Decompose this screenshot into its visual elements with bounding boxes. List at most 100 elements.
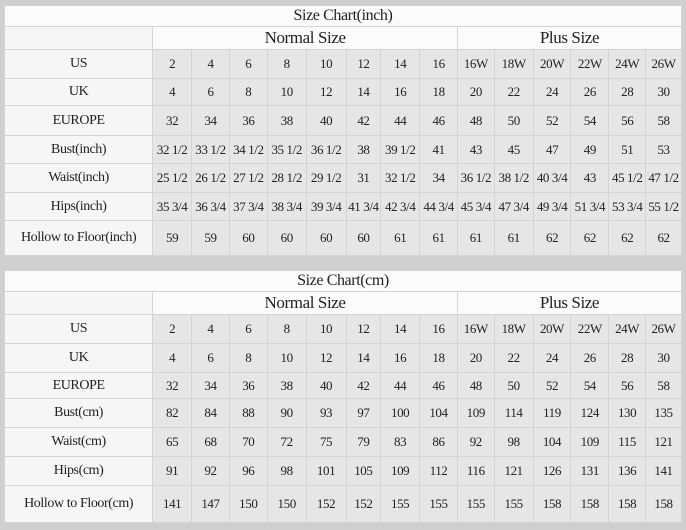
- table-cell: 42: [345, 105, 382, 136]
- table-row: Hollow to Floor(cm) 141 147 150 150 152 152 155…: [3, 485, 682, 523]
- table-cell: 18: [419, 343, 458, 373]
- table-cell: 36 1/2: [456, 163, 495, 193]
- size-chart-cm: Size Chart(cm) Normal Size Plus Size US 2 4 6 8…: [3, 270, 683, 523]
- table-cell: 38: [266, 372, 307, 399]
- table-cell: 158: [608, 485, 646, 523]
- table-cell: 90: [266, 398, 307, 428]
- table-cell: 22: [493, 343, 534, 373]
- table-cell: 105: [345, 456, 382, 486]
- table-cell: 130: [608, 398, 646, 428]
- table-cell: 18W: [493, 314, 534, 344]
- table-cell: 42 3/4: [380, 192, 421, 221]
- table-cell: 39 3/4: [305, 192, 347, 221]
- table-cell: 6: [191, 78, 230, 106]
- table-cell: 14: [345, 343, 382, 373]
- table-cell: 158: [645, 485, 682, 523]
- table-cell: 44 3/4: [419, 192, 458, 221]
- table-cell: 8: [266, 49, 307, 79]
- table-cell: 25 1/2: [152, 163, 193, 193]
- table-cell: 53 3/4: [608, 192, 647, 221]
- table-cell: 44: [380, 105, 421, 136]
- row-label: US: [3, 49, 154, 79]
- table-cell: 84: [191, 398, 230, 428]
- table-cell: 62: [570, 220, 610, 256]
- row-label: UK: [3, 343, 154, 373]
- table-cell: 16: [419, 314, 458, 344]
- table-cell: 16: [419, 49, 458, 79]
- table-cell: 35 3/4: [152, 192, 193, 221]
- table-cell: 58: [645, 372, 682, 399]
- table-cell: 38 3/4: [266, 192, 307, 221]
- table-cell: 41: [419, 135, 458, 164]
- table-cell: 4: [191, 314, 230, 344]
- table-cell: 26: [570, 78, 610, 106]
- table-cell: 152: [305, 485, 347, 523]
- table-cell: 8: [266, 314, 307, 344]
- row-label: Waist(cm): [3, 427, 154, 457]
- table-cell: 16W: [456, 314, 495, 344]
- table-cell: 4: [152, 343, 193, 373]
- table-cell: 26 1/2: [191, 163, 230, 193]
- table-cell: 52: [532, 105, 572, 136]
- table-cell: 29 1/2: [305, 163, 347, 193]
- table-cell: 16W: [456, 49, 495, 79]
- table-cell: 35 1/2: [266, 135, 307, 164]
- table-cell: 116: [456, 456, 495, 486]
- table-cell: 88: [228, 398, 268, 428]
- table-cell: 152: [345, 485, 382, 523]
- table-cell: 141: [645, 456, 682, 486]
- table-row: Waist(inch) 25 1/2 26 1/2 27 1/2 28 1/2 29 1/…: [3, 163, 682, 193]
- table-cell: 82: [152, 398, 193, 428]
- table-cell: 4: [191, 49, 230, 79]
- group-normal-size: Normal Size: [152, 291, 458, 315]
- table-cell: 28: [608, 78, 647, 106]
- table-cell: 46: [419, 372, 458, 399]
- table-cell: 101: [305, 456, 347, 486]
- table-cell: 52: [532, 372, 572, 399]
- table-cell: 26W: [645, 314, 682, 344]
- table-cell: 91: [152, 456, 193, 486]
- table-cell: 36: [228, 105, 268, 136]
- table-cell: 65: [152, 427, 193, 457]
- table-row: EUROPE 32 34 36 38 40 42 44 46 48 50 52 54 56 58: [3, 105, 682, 136]
- table-row: Hollow to Floor(inch) 59 59 60 60 60 60 61 61 61 6…: [3, 220, 682, 256]
- title-row: Size Chart(inch): [4, 5, 682, 27]
- table-cell: 24: [532, 78, 572, 106]
- table-cell: 22W: [570, 49, 610, 79]
- table-row: EUROPE 32 34 36 38 40 42 44 46 48 50 52 54 56 58: [3, 372, 682, 399]
- table-cell: 40: [305, 105, 347, 136]
- table-cell: 60: [345, 220, 382, 256]
- table-row: Waist(cm) 65 68 70 72 75 79 83 86 92 98 104 109 115 12…: [3, 427, 682, 457]
- table-cell: 104: [532, 427, 572, 457]
- table-cell: 147: [191, 485, 230, 523]
- table-cell: 34: [191, 372, 230, 399]
- table-cell: 14: [380, 49, 421, 79]
- table-cell: 47 3/4: [493, 192, 534, 221]
- table-row: US 2 4 6 8 10 12 14 16 16W 18W 20W 22W 24W 26W: [3, 49, 682, 79]
- table-cell: 98: [493, 427, 534, 457]
- table-cell: 72: [266, 427, 307, 457]
- table-cell: 55 1/2: [645, 192, 682, 221]
- table-cell: 150: [266, 485, 307, 523]
- table-cell: 96: [228, 456, 268, 486]
- table-cell: 34: [191, 105, 230, 136]
- table-cell: 124: [570, 398, 610, 428]
- table-cell: 37 3/4: [228, 192, 268, 221]
- table-cell: 20: [456, 343, 495, 373]
- table-cell: 6: [191, 343, 230, 373]
- table-cell: 61: [380, 220, 421, 256]
- chart-title: Size Chart(cm): [4, 270, 682, 292]
- header-corner: [3, 291, 154, 315]
- table-cell: 58: [645, 105, 682, 136]
- table-cell: 31: [345, 163, 382, 193]
- table-cell: 109: [456, 398, 495, 428]
- table-row: Hips(inch) 35 3/4 36 3/4 37 3/4 38 3/4 39 3/4…: [3, 192, 682, 221]
- table-cell: 92: [456, 427, 495, 457]
- row-label: Hollow to Floor(cm): [3, 485, 154, 523]
- table-cell: 56: [608, 105, 647, 136]
- table-cell: 40: [305, 372, 347, 399]
- table-cell: 6: [228, 314, 268, 344]
- table-cell: 32: [152, 372, 193, 399]
- row-label: EUROPE: [3, 105, 154, 136]
- table-cell: 20: [456, 78, 495, 106]
